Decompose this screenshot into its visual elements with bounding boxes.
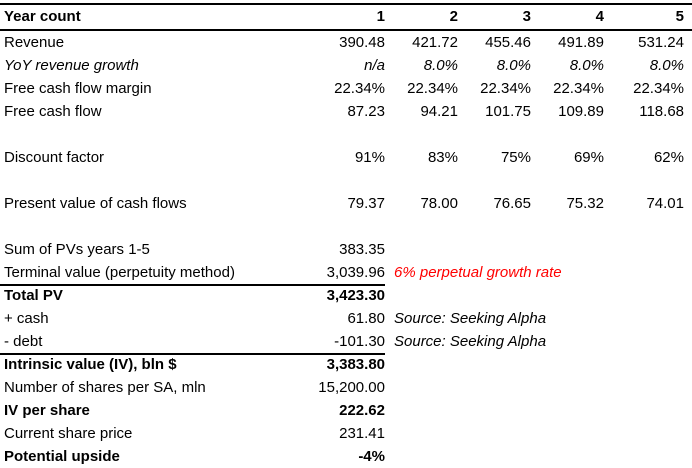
- row-label: Present value of cash flows: [4, 195, 187, 212]
- year-column-header: 1: [376, 8, 385, 25]
- cell-value: 75%: [500, 149, 531, 166]
- cell-value: 455.46: [485, 34, 531, 51]
- table-row: - debt -101.30 Source: Seeking Alpha: [0, 330, 692, 355]
- cell-value: 87.23: [347, 103, 385, 120]
- note-text: Source: Seeking Alpha: [394, 333, 547, 350]
- table-row: Revenue 390.48 421.72 455.46 491.89 531.24: [0, 31, 692, 54]
- cell-value: 91%: [354, 149, 385, 166]
- cell-value: -101.30: [312, 330, 385, 355]
- row-label: Free cash flow margin: [4, 80, 152, 97]
- cell-value: 3,039.96: [312, 261, 385, 286]
- cell-value: 491.89: [558, 34, 604, 51]
- table-row: IV per share 222.62: [0, 399, 692, 422]
- cell-value: 383.35: [339, 241, 385, 258]
- cell-value: 109.89: [558, 103, 604, 120]
- cell-value: 8.0%: [569, 57, 604, 74]
- cell-value: 62%: [653, 149, 684, 166]
- row-label: Terminal value (perpetuity method): [0, 261, 312, 286]
- table-row: Total PV 3,423.30: [0, 284, 692, 307]
- cell-value: 8.0%: [649, 57, 684, 74]
- cell-value: 101.75: [485, 103, 531, 120]
- table-row: Intrinsic value (IV), bln $ 3,383.80: [0, 353, 692, 376]
- table-row: YoY revenue growth n/a 8.0% 8.0% 8.0% 8.0%: [0, 54, 692, 77]
- cell-value: 78.00: [420, 195, 458, 212]
- table-row: Free cash flow 87.23 94.21 101.75 109.89 118.…: [0, 100, 692, 123]
- row-label: Intrinsic value (IV), bln $: [4, 356, 177, 373]
- cell-value: -4%: [358, 448, 385, 465]
- cell-value: 76.65: [493, 195, 531, 212]
- cell-value: 231.41: [339, 425, 385, 442]
- cell-value: 75.32: [566, 195, 604, 212]
- row-label: + cash: [4, 310, 49, 327]
- header-row: Year count 1 2 3 4 5: [0, 3, 692, 31]
- table-row: Potential upside -4%: [0, 445, 692, 468]
- table-body: Revenue 390.48 421.72 455.46 491.89 531.24 YoY…: [0, 31, 692, 468]
- row-label: Discount factor: [4, 149, 105, 166]
- row-label: Current share price: [4, 425, 133, 442]
- row-label: Number of shares per SA, mln: [4, 379, 206, 396]
- row-label: YoY revenue growth: [4, 57, 139, 74]
- row-label: Free cash flow: [4, 103, 102, 120]
- table-row: Terminal value (perpetuity method) 3,039.…: [0, 261, 692, 286]
- spacer-row: [0, 215, 692, 238]
- cell-value: 531.24: [638, 34, 684, 51]
- cell-value: 74.01: [646, 195, 684, 212]
- cell-value: 22.34%: [334, 80, 385, 97]
- year-column-header: 3: [522, 8, 531, 25]
- table-row: Free cash flow margin 22.34% 22.34% 22.34% 2…: [0, 77, 692, 100]
- row-label: - debt: [0, 330, 312, 355]
- cell-value: 8.0%: [496, 57, 531, 74]
- spacer-row: [0, 169, 692, 192]
- cell-value: 22.34%: [553, 80, 604, 97]
- cell-value: 15,200.00: [318, 379, 385, 396]
- table-row: Sum of PVs years 1-5 383.35: [0, 238, 692, 261]
- cell-value: 8.0%: [423, 57, 458, 74]
- cell-value: 22.34%: [480, 80, 531, 97]
- cell-value: 61.80: [347, 310, 385, 327]
- year-column-header: 2: [449, 8, 458, 25]
- row-label: Potential upside: [4, 448, 120, 465]
- cell-value: 118.68: [639, 103, 684, 120]
- cell-value: 22.34%: [407, 80, 458, 97]
- cell-value: 94.21: [420, 103, 458, 120]
- header-label: Year count: [4, 8, 81, 25]
- table-row: Number of shares per SA, mln 15,200.00: [0, 376, 692, 399]
- cell-value: 3,383.80: [326, 356, 385, 373]
- note-text: 6% perpetual growth rate: [394, 264, 562, 281]
- cell-value: 3,423.30: [326, 287, 385, 304]
- cell-value: n/a: [364, 57, 385, 74]
- cell-value: 83%: [427, 149, 458, 166]
- row-label: IV per share: [4, 402, 90, 419]
- row-label: Revenue: [4, 34, 65, 51]
- cell-value: 79.37: [347, 195, 385, 212]
- spacer-row: [0, 123, 692, 146]
- year-column-header: 5: [675, 8, 684, 25]
- table-row: Present value of cash flows 79.37 78.00 76.…: [0, 192, 692, 215]
- cell-value: 222.62: [339, 402, 385, 419]
- cell-value: 69%: [573, 149, 604, 166]
- table-row: Discount factor 91% 83% 75% 69% 62%: [0, 146, 692, 169]
- cell-value: 421.72: [412, 34, 458, 51]
- year-column-header: 4: [595, 8, 604, 25]
- table-row: Current share price 231.41: [0, 422, 692, 445]
- row-label: Total PV: [4, 287, 63, 304]
- cell-value: 390.48: [339, 34, 385, 51]
- table-row: + cash 61.80 Source: Seeking Alpha: [0, 307, 692, 330]
- note-text: Source: Seeking Alpha: [394, 310, 547, 327]
- row-label: Sum of PVs years 1-5: [4, 241, 150, 258]
- cell-value: 22.34%: [633, 80, 684, 97]
